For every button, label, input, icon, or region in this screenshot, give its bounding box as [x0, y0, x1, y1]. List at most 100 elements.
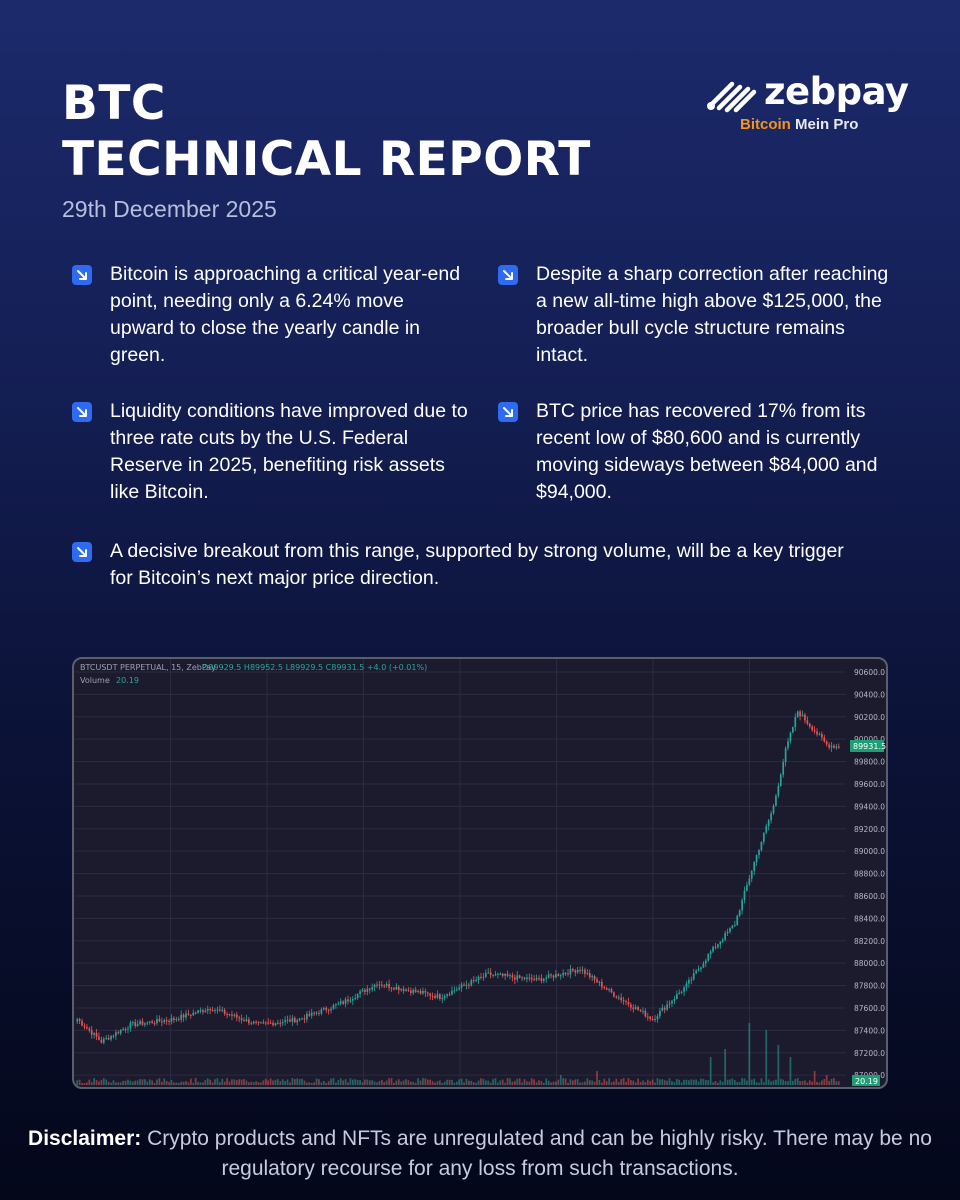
- volume-bar: [746, 1080, 748, 1085]
- candle-body: [830, 745, 833, 748]
- candle-body: [632, 1007, 635, 1009]
- price-tick-label: 88400.0: [854, 914, 885, 923]
- volume-bar: [325, 1082, 328, 1085]
- candle-body: [429, 993, 432, 996]
- volume-bar: [668, 1078, 671, 1085]
- volume-bar: [289, 1082, 291, 1085]
- bullet-point: A decisive breakout from this range, sup…: [72, 538, 870, 592]
- candle-body: [733, 925, 736, 927]
- volume-bar: [608, 1078, 610, 1085]
- volume-bar: [499, 1080, 502, 1085]
- price-tick-label: 88800.0: [854, 870, 885, 879]
- candle-body: [366, 988, 369, 992]
- price-tick-label: 90000.0: [854, 735, 885, 744]
- candle-body: [497, 974, 499, 976]
- candle-body: [738, 910, 741, 916]
- candle-body: [233, 1014, 236, 1016]
- candle-body: [765, 826, 768, 833]
- candle-body: [388, 983, 390, 988]
- candle-body: [743, 890, 746, 900]
- candle-body: [639, 1010, 642, 1012]
- candle-body: [417, 990, 419, 992]
- candle-body: [127, 1028, 129, 1030]
- volume-bar: [506, 1078, 509, 1085]
- volume-bar: [695, 1079, 697, 1085]
- volume-bar: [504, 1082, 506, 1085]
- price-tick-label: 90200.0: [854, 713, 885, 722]
- candle-body: [95, 1032, 98, 1037]
- volume-bar: [306, 1082, 308, 1085]
- volume-bar: [559, 1075, 562, 1085]
- volume-bar: [661, 1079, 664, 1085]
- candle-body: [78, 1019, 81, 1022]
- volume-bar: [231, 1079, 233, 1085]
- volume-bar: [460, 1078, 463, 1085]
- candle-body: [833, 745, 835, 748]
- volume-bar: [388, 1078, 390, 1085]
- candle-body: [755, 855, 758, 863]
- volume-bar: [332, 1078, 335, 1085]
- candle-body: [204, 1010, 207, 1013]
- candle-body: [182, 1014, 185, 1018]
- candle-body: [192, 1012, 195, 1016]
- candle-body: [542, 978, 545, 981]
- candle-body: [414, 989, 417, 992]
- zebpay-logo: zebpay Bitcoin Mein Pro: [706, 70, 909, 140]
- candle-body: [808, 723, 811, 727]
- volume-bar: [784, 1081, 787, 1085]
- candle-body: [129, 1022, 132, 1029]
- candle-body: [683, 987, 685, 992]
- volume-bar: [434, 1082, 436, 1085]
- volume-bar: [344, 1079, 347, 1085]
- candle-body: [528, 977, 531, 979]
- candle-body: [637, 1007, 639, 1011]
- candle-body: [569, 968, 572, 975]
- candle-body: [465, 984, 468, 986]
- volume-bar: [279, 1081, 282, 1085]
- candle-body: [373, 984, 376, 988]
- volume-bar: [93, 1078, 95, 1085]
- volume-value-tag-label: 20.19: [855, 1077, 878, 1086]
- candle-body: [189, 1014, 192, 1016]
- volume-bar: [397, 1079, 400, 1085]
- candle-body: [298, 1018, 301, 1021]
- volume-bar: [141, 1079, 144, 1085]
- volume-bar: [639, 1081, 642, 1085]
- candle-body: [422, 990, 424, 994]
- volume-bar: [772, 1080, 775, 1085]
- volume-bar: [366, 1079, 369, 1085]
- volume-bar: [238, 1079, 241, 1085]
- volume-bar: [547, 1080, 550, 1085]
- candle-body: [675, 993, 678, 999]
- candle-body: [180, 1014, 183, 1020]
- candle-body: [289, 1019, 291, 1022]
- candle-body: [267, 1022, 270, 1024]
- candle-body: [468, 984, 470, 986]
- volume-bar: [755, 1082, 758, 1085]
- candle-body: [368, 988, 371, 990]
- volume-bar: [112, 1080, 115, 1085]
- candle-body: [206, 1008, 209, 1011]
- volume-bar: [146, 1081, 149, 1085]
- candle-body: [281, 1022, 284, 1024]
- candle-body: [199, 1010, 202, 1012]
- volume-bar: [601, 1082, 603, 1085]
- candle-body: [659, 1010, 661, 1017]
- chart-grid: [74, 659, 846, 1087]
- candle-body: [489, 972, 492, 976]
- candle-body: [719, 941, 722, 945]
- volume-bar: [301, 1078, 303, 1085]
- candle-body: [296, 1020, 299, 1023]
- volume-bar: [792, 1080, 794, 1085]
- title-line-report: TECHNICAL REPORT: [62, 132, 591, 187]
- volume-bar: [177, 1082, 180, 1085]
- volume-bar: [818, 1082, 821, 1085]
- volume-bar: [555, 1081, 557, 1085]
- volume-bar: [552, 1081, 555, 1085]
- candle-body: [762, 832, 765, 842]
- candle-body: [555, 974, 557, 978]
- candle-body: [717, 944, 719, 948]
- volume-bar: [736, 1081, 739, 1085]
- candle-body: [202, 1010, 204, 1013]
- candle-body: [746, 884, 748, 891]
